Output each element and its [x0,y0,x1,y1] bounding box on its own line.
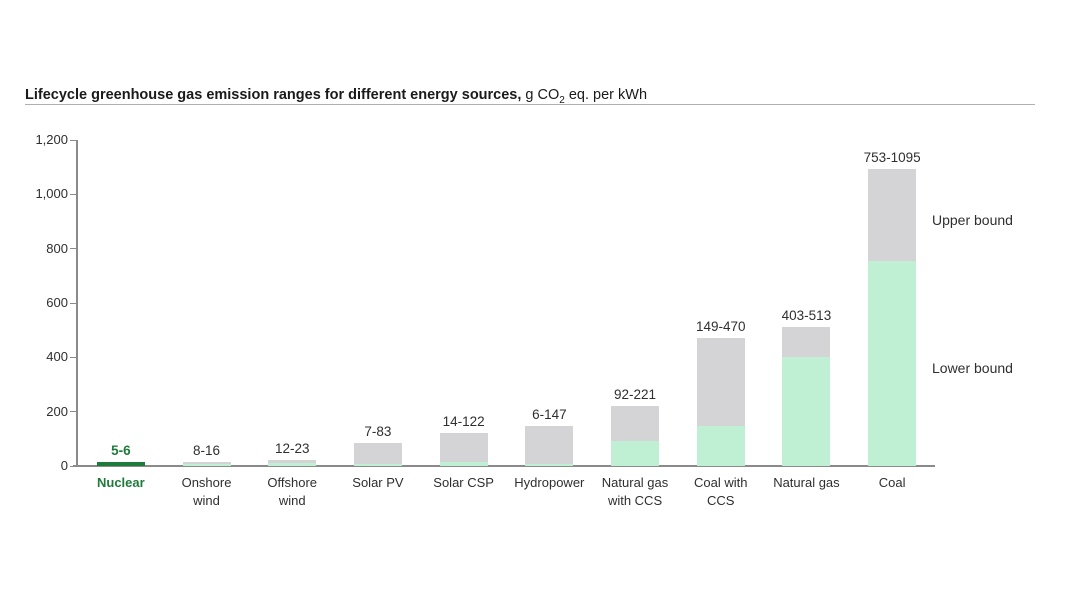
annotation-lower-bound: Lower bound [932,360,1013,376]
category-label-line: Coal [878,475,906,490]
y-tick-mark [70,139,76,141]
category-label-line: Onshore [181,475,232,490]
category-label: Nuclear [64,474,178,492]
category-label-line: Natural gas [601,475,669,490]
y-tick-mark [70,193,76,195]
bar-lower-segment [525,464,574,466]
bar-upper-segment [525,426,574,465]
category-label: Natural gas with CCS [578,474,692,509]
bar-value-label: 6-147 [532,407,567,423]
unit-suffix: eq. per kWh [564,87,648,103]
bar-lower-segment [611,441,660,466]
category-label-line: wind [193,492,220,508]
bar-value-label: 753-1095 [863,149,921,165]
bar-value-label: 8-16 [193,442,221,458]
category-label-line: with CCS [607,492,663,508]
bar-value-label: 92-221 [614,386,657,402]
bar-upper-segment [782,326,831,357]
category-label-line: Hydropower [514,475,585,490]
category-label-line: CCS [707,492,735,508]
category-label: Hydropower [493,474,607,492]
bar-upper-segment [268,459,317,463]
y-tick-label: 0 [60,458,68,473]
bar-upper-segment [696,338,745,426]
bar-value-label: 14-122 [442,413,485,429]
category-label: Coal [835,474,949,492]
bar-upper-segment [353,443,402,465]
category-label: Onshore wind [150,474,264,509]
y-tick-mark [70,411,76,413]
category-label: Solar CSP [407,474,521,492]
y-tick-mark [70,248,76,250]
bar-highlight-segment [96,462,145,466]
bar-lower-segment [868,261,917,466]
y-tick-label: 800 [46,240,68,256]
category-label-line: Solar PV [352,475,404,490]
bar-lower-segment [182,463,231,466]
bar-value-label: 149-470 [695,319,746,335]
category-label-line: Natural gas [773,475,840,490]
category-label-line: Coal with [694,475,748,490]
bar-value-label: 5-6 [111,443,131,458]
bar-upper-segment [868,168,917,262]
category-label-line: Offshore [267,475,318,490]
y-tick-label: 1,000 [35,186,68,202]
unit-subscript: 2 [559,94,565,106]
y-tick-label: 200 [46,403,68,419]
y-tick-label: 400 [46,349,68,365]
bar-lower-segment [782,356,831,466]
unit-prefix: g CO [521,87,560,103]
chart-title-main: Lifecycle greenhouse gas emission ranges… [25,87,522,103]
annotation-upper-bound: Upper bound [932,212,1013,228]
category-label: Solar PV [321,474,435,492]
y-tick-mark [70,465,76,467]
chart-title-unit: g CO2 eq. per kWh [521,87,648,106]
bar-value-label: 403-513 [781,307,832,323]
bar-lower-segment [696,425,745,466]
bar-lower-segment [439,462,488,466]
y-tick-label: 1,200 [35,132,68,147]
category-label-line: Nuclear [96,475,145,490]
category-label: Natural gas [750,474,864,492]
bar-value-label: 7-83 [364,424,392,440]
y-tick-label: 600 [46,295,68,310]
bar-upper-segment [611,405,660,441]
bar-value-label: 12-23 [274,440,310,456]
bar-upper-segment [182,461,231,464]
bar-upper-segment [439,432,488,463]
title-underline [25,104,1035,105]
chart-title: Lifecycle greenhouse gas emission ranges… [25,87,647,106]
bar-lower-segment [353,464,402,466]
category-label-line: wind [278,492,306,508]
x-axis-line [73,465,935,467]
category-label: Offshore wind [235,474,349,509]
category-label-line: Solar CSP [433,475,494,490]
bar-lower-segment [268,462,317,466]
y-tick-mark [70,356,76,358]
category-label: Coal with CCS [664,474,778,509]
y-axis-line [76,140,78,467]
y-tick-mark [70,302,76,304]
